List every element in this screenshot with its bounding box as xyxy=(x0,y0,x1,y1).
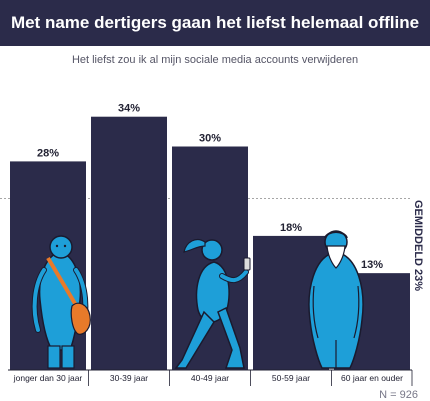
sample-size-note: N = 926 xyxy=(379,389,418,401)
bearded-person-illustration xyxy=(308,230,364,369)
bar-value-label: 30% xyxy=(199,133,221,145)
chart-subtitle: Het liefst zou ik al mijn sociale media … xyxy=(71,54,359,66)
x-tick-label: 50-59 jaar xyxy=(272,373,310,383)
chart-title: Met name dertigers gaan het liefst helem… xyxy=(0,0,430,46)
bar-value-label: 34% xyxy=(118,103,140,115)
x-tick-label: 30-39 jaar xyxy=(110,373,148,383)
bar xyxy=(91,116,167,370)
person-with-bag-illustration xyxy=(31,235,91,369)
x-tick-label: 60 jaar en ouder xyxy=(341,373,403,383)
bar-value-label: 28% xyxy=(37,147,59,159)
walking-person-with-phone-illustration xyxy=(174,239,251,369)
average-label: GEMIDDELD 23% xyxy=(412,200,424,291)
x-tick-label: jonger dan 30 jaar xyxy=(13,373,83,383)
bar-value-label: 18% xyxy=(280,222,302,234)
x-tick-label: 40-49 jaar xyxy=(191,373,229,383)
bar-value-label: 13% xyxy=(361,259,383,271)
